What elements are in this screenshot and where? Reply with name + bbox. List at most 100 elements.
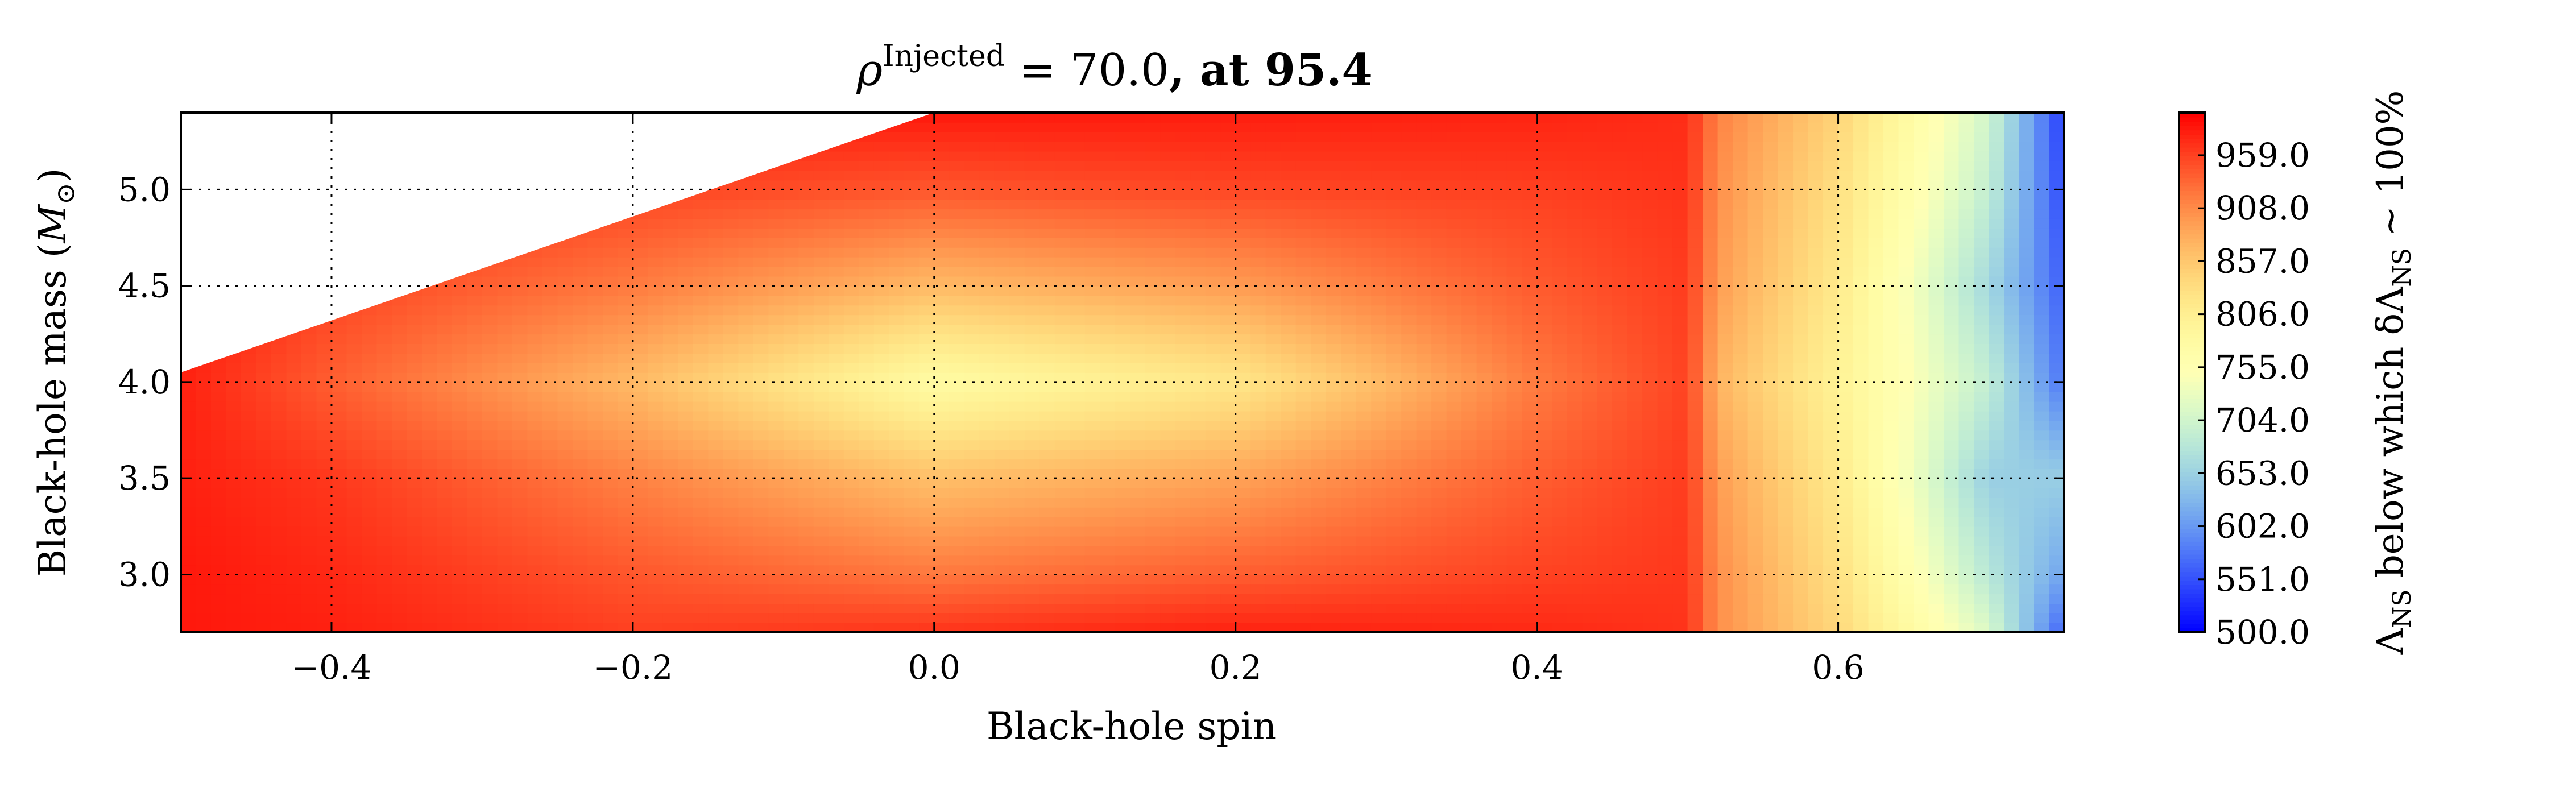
heatmap-cell bbox=[979, 488, 995, 498]
heatmap-cell bbox=[1220, 382, 1236, 392]
heatmap-cell bbox=[1190, 209, 1206, 219]
heatmap-cell bbox=[1537, 238, 1552, 248]
heatmap-cell bbox=[1009, 218, 1025, 229]
heatmap-cell bbox=[979, 372, 995, 383]
heatmap-cell bbox=[241, 478, 257, 488]
heatmap-cell bbox=[1235, 314, 1252, 325]
heatmap-cell bbox=[1250, 603, 1266, 613]
heatmap-cell bbox=[1084, 536, 1101, 546]
heatmap-cell bbox=[1552, 363, 1568, 373]
heatmap-cell bbox=[602, 545, 619, 556]
heatmap-cell bbox=[1461, 449, 1477, 460]
heatmap-cell bbox=[678, 247, 694, 258]
heatmap-cell bbox=[1295, 498, 1311, 508]
heatmap-cell bbox=[873, 170, 890, 181]
heatmap-cell bbox=[1295, 603, 1311, 613]
heatmap-cell bbox=[662, 555, 679, 566]
heatmap-cell bbox=[241, 623, 257, 632]
heatmap-cell bbox=[919, 603, 935, 613]
heatmap-cell bbox=[753, 545, 769, 556]
heatmap-cell bbox=[1175, 430, 1191, 441]
heatmap-cell bbox=[813, 180, 830, 190]
heatmap-cell bbox=[1386, 555, 1402, 566]
heatmap-cell bbox=[256, 536, 272, 546]
heatmap-cell bbox=[1522, 113, 1538, 123]
heatmap-cell bbox=[934, 276, 950, 287]
heatmap-cell bbox=[632, 363, 649, 373]
heatmap-cell bbox=[873, 285, 890, 296]
heatmap-cell bbox=[1205, 594, 1221, 604]
heatmap-cell bbox=[1190, 334, 1206, 345]
heatmap-cell bbox=[678, 324, 694, 335]
heatmap-cell bbox=[602, 247, 619, 258]
heatmap-cell bbox=[1476, 189, 1492, 200]
heatmap-cell bbox=[271, 449, 287, 460]
heatmap-cell bbox=[1506, 545, 1522, 556]
heatmap-cell bbox=[873, 613, 890, 623]
heatmap-cell bbox=[181, 430, 197, 441]
heatmap-cell bbox=[1552, 488, 1568, 498]
heatmap-cell bbox=[1130, 324, 1146, 335]
heatmap-cell bbox=[693, 285, 709, 296]
heatmap-cell bbox=[678, 555, 694, 566]
heatmap-cell bbox=[1522, 276, 1538, 287]
heatmap-cell bbox=[1205, 584, 1221, 595]
heatmap-cell bbox=[738, 382, 754, 392]
heatmap-cell bbox=[919, 440, 935, 450]
heatmap-cell bbox=[527, 353, 543, 363]
heatmap-cell bbox=[482, 603, 498, 613]
heatmap-cell bbox=[949, 180, 965, 190]
heatmap-cell bbox=[1371, 401, 1387, 412]
heatmap-cell bbox=[1416, 238, 1432, 248]
heatmap-cell bbox=[1175, 324, 1191, 335]
heatmap-cell bbox=[1326, 440, 1341, 450]
heatmap-cell bbox=[1100, 131, 1116, 142]
heatmap-cell bbox=[1295, 295, 1311, 306]
heatmap-cell bbox=[1476, 199, 1492, 210]
heatmap-cell bbox=[1522, 411, 1538, 421]
heatmap-cell bbox=[662, 574, 679, 585]
heatmap-cell bbox=[557, 469, 573, 479]
heatmap-cell bbox=[1552, 498, 1568, 508]
heatmap-cell bbox=[497, 449, 513, 460]
heatmap-cell bbox=[1326, 584, 1341, 595]
heatmap-cell bbox=[1522, 526, 1538, 537]
heatmap-cell bbox=[753, 440, 769, 450]
heatmap-cell bbox=[1567, 613, 1583, 623]
heatmap-cell bbox=[873, 411, 890, 421]
heatmap-cell bbox=[421, 295, 438, 306]
heatmap-cell bbox=[1386, 584, 1402, 595]
heatmap-cell bbox=[421, 401, 438, 412]
heatmap-cell bbox=[738, 516, 754, 527]
heatmap-cell bbox=[1160, 440, 1176, 450]
heatmap-cell bbox=[964, 218, 980, 229]
heatmap-cell bbox=[768, 574, 784, 585]
heatmap-cell bbox=[1326, 507, 1341, 517]
heatmap-cell bbox=[1311, 151, 1327, 161]
heatmap-cell bbox=[421, 459, 438, 470]
heatmap-cell bbox=[723, 565, 739, 575]
heatmap-cell bbox=[602, 430, 619, 441]
heatmap-cell bbox=[391, 545, 408, 556]
heatmap-cell bbox=[391, 334, 408, 345]
heatmap-cell bbox=[964, 363, 980, 373]
heatmap-cell bbox=[949, 285, 965, 296]
heatmap-cell bbox=[979, 430, 995, 441]
heatmap-cell bbox=[1295, 372, 1311, 383]
heatmap-cell bbox=[1552, 536, 1568, 546]
heatmap-cell bbox=[1205, 334, 1221, 345]
heatmap-cell bbox=[256, 584, 272, 595]
heatmap-cell bbox=[437, 295, 453, 306]
heatmap-cell bbox=[1567, 469, 1583, 479]
heatmap-cell bbox=[1070, 526, 1086, 537]
heatmap-cell bbox=[437, 411, 453, 421]
heatmap-cell bbox=[618, 613, 633, 623]
heatmap-cell bbox=[1461, 623, 1477, 632]
heatmap-cell bbox=[1039, 238, 1055, 248]
heatmap-cell bbox=[708, 276, 724, 287]
heatmap-cell bbox=[994, 382, 1010, 392]
heatmap-cell bbox=[1084, 363, 1101, 373]
heatmap-cell bbox=[889, 247, 905, 258]
heatmap-cell bbox=[994, 305, 1010, 316]
heatmap-cell bbox=[632, 478, 649, 488]
